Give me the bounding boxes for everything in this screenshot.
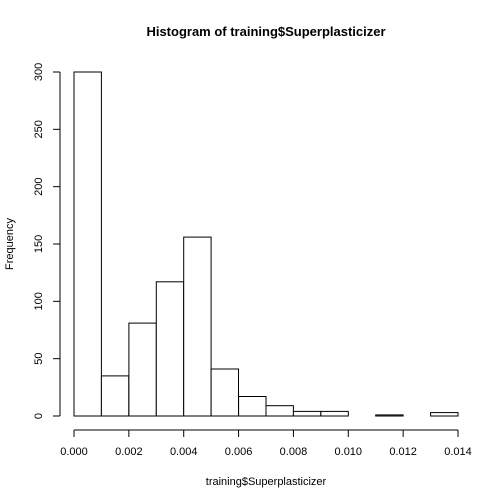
x-axis: 0.000 0.002 0.004 0.006 0.008 0.010 0.012 0.014	[60, 429, 472, 458]
y-tick-label: 0	[33, 413, 45, 419]
histogram-bar	[183, 236, 212, 417]
x-tick-label: 0.014	[444, 446, 472, 458]
histogram-bar	[265, 405, 294, 417]
y-axis-label: Frequency	[4, 218, 16, 270]
x-tick-label: 0.012	[389, 446, 417, 458]
chart-title: Histogram of training$Superplasticizer	[146, 24, 385, 39]
y-tick-label: 50	[33, 353, 45, 365]
x-tick-label: 0.010	[335, 446, 363, 458]
histogram-bar	[292, 410, 322, 417]
x-tick-label: 0.000	[60, 446, 88, 458]
histogram-bar	[430, 412, 459, 417]
bars-group	[73, 71, 459, 417]
y-tick-label: 150	[33, 235, 45, 253]
x-tick-label: 0.008	[280, 446, 308, 458]
histogram-bar	[210, 368, 240, 417]
x-tick-label: 0.002	[115, 446, 143, 458]
histogram-bar	[128, 322, 157, 417]
y-tick-label: 100	[33, 292, 45, 310]
histogram-bar	[100, 375, 130, 417]
y-tick-label: 300	[33, 63, 45, 81]
histogram-bar	[73, 71, 102, 417]
x-tick-label: 0.004	[170, 446, 198, 458]
y-tick-label: 250	[33, 120, 45, 138]
histogram-bar	[320, 410, 349, 417]
histogram-bar	[238, 396, 267, 417]
x-axis-label: training$Superplasticizer	[206, 476, 327, 488]
histogram-bar	[155, 281, 185, 417]
y-tick-label: 200	[33, 177, 45, 195]
x-tick-label: 0.006	[225, 446, 253, 458]
y-axis: 0 50 100 150 200 250 300	[33, 63, 61, 419]
histogram-bar	[375, 414, 404, 417]
